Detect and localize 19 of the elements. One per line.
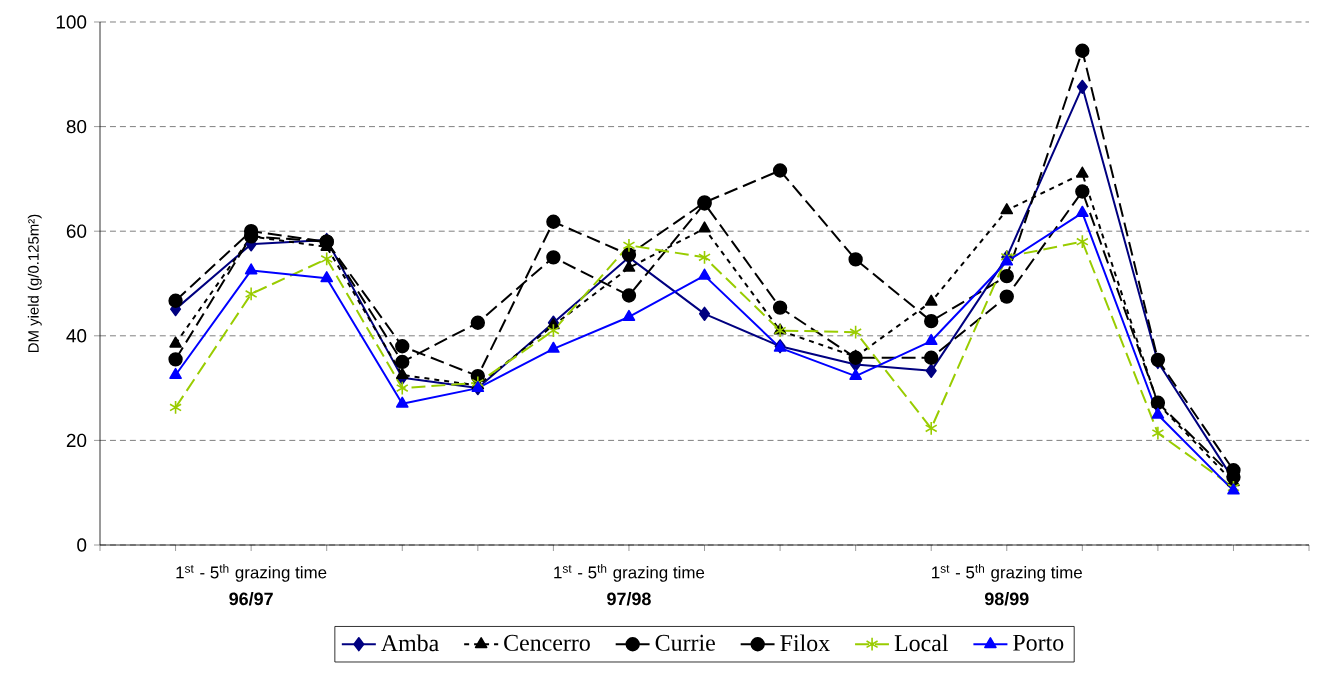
y-tick-label: 80 (66, 119, 87, 134)
y-tick-label: 20 (66, 433, 87, 448)
y-tick-label: 60 (66, 224, 87, 238)
x-tick-label: 1$^{st}$ - 5$^{th}$ grazing time (176, 564, 327, 582)
legend-label: Amba (381, 634, 439, 652)
legend-label: Cencerro (504, 634, 590, 651)
x-tick-label: 1$^{st}$ - 5$^{th}$ grazing time (554, 564, 705, 582)
text: 96/97 (229, 592, 273, 606)
y-tick-label: 40 (66, 329, 87, 343)
legend-label: Currie (655, 634, 715, 651)
legend-label: Porto (1013, 634, 1064, 651)
y-axis-title: DM yield (g/0.125m²) (27, 214, 42, 353)
text: 98/99 (984, 592, 1029, 606)
x-tick-label: 1$^{st}$ - 5$^{th}$ grazing time (932, 564, 1082, 582)
legend-label: Filox (780, 634, 830, 652)
text: 97/98 (607, 592, 651, 606)
legend-label: Local (894, 634, 949, 652)
y-tick-label: 0 (77, 538, 87, 552)
y-tick-label: 100 (56, 15, 87, 29)
